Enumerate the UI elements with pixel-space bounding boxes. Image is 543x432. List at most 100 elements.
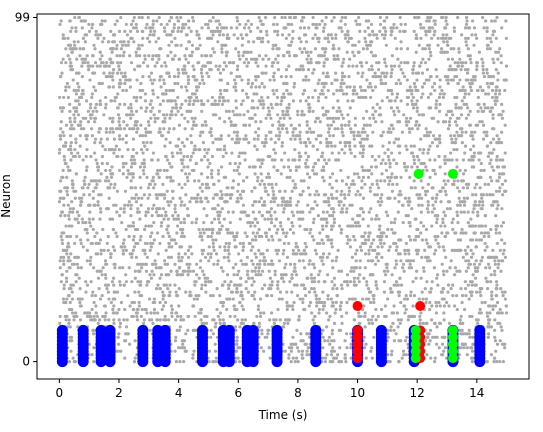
background-spike bbox=[500, 207, 504, 211]
background-spike bbox=[71, 207, 75, 211]
background-spike bbox=[104, 95, 108, 100]
background-spike bbox=[264, 134, 268, 138]
background-spike bbox=[440, 231, 444, 235]
background-spike bbox=[264, 54, 268, 58]
background-spike bbox=[282, 165, 286, 169]
background-spike bbox=[291, 214, 296, 218]
background-spike bbox=[392, 220, 397, 225]
background-spike bbox=[113, 266, 117, 270]
background-spike bbox=[496, 71, 500, 75]
background-spike bbox=[338, 109, 342, 113]
background-spike bbox=[213, 349, 218, 353]
background-spike bbox=[187, 19, 191, 23]
background-spike bbox=[399, 175, 403, 179]
background-spike bbox=[321, 252, 326, 256]
background-spike bbox=[93, 47, 97, 51]
background-spike bbox=[422, 26, 426, 30]
background-spike bbox=[500, 116, 505, 120]
background-spike bbox=[235, 307, 239, 312]
background-spike bbox=[211, 238, 215, 242]
background-spike bbox=[320, 259, 324, 263]
background-spike bbox=[235, 339, 239, 343]
background-spike bbox=[365, 109, 369, 113]
background-spike bbox=[476, 175, 480, 179]
background-spike bbox=[197, 276, 201, 280]
background-spike bbox=[220, 193, 224, 197]
background-spike bbox=[375, 214, 379, 218]
background-spike bbox=[497, 137, 501, 141]
background-spike bbox=[457, 328, 462, 332]
background-spike bbox=[131, 26, 136, 30]
background-spike bbox=[413, 186, 417, 190]
background-spike bbox=[169, 50, 173, 54]
background-spike bbox=[150, 269, 154, 273]
background-spike bbox=[117, 64, 121, 68]
background-spike bbox=[402, 74, 407, 79]
background-spike bbox=[412, 106, 416, 110]
background-spike bbox=[393, 36, 397, 40]
background-spike bbox=[233, 238, 237, 242]
background-spike bbox=[412, 29, 416, 33]
background-spike bbox=[358, 193, 362, 197]
background-spike bbox=[361, 217, 365, 221]
background-spike bbox=[395, 182, 399, 186]
background-spike bbox=[296, 113, 300, 117]
background-spike bbox=[260, 95, 264, 100]
background-spike bbox=[168, 116, 172, 120]
background-spike bbox=[473, 224, 478, 228]
background-spike bbox=[110, 47, 115, 51]
background-spike bbox=[494, 189, 499, 193]
background-spike bbox=[502, 248, 506, 252]
background-spike bbox=[490, 290, 494, 294]
background-spike bbox=[144, 127, 148, 131]
background-spike bbox=[399, 68, 403, 72]
background-spike bbox=[411, 68, 415, 72]
background-spike bbox=[390, 227, 394, 232]
background-spike bbox=[451, 217, 455, 221]
background-spike bbox=[426, 151, 430, 155]
background-spike bbox=[291, 342, 295, 346]
background-spike bbox=[351, 43, 355, 47]
background-spike bbox=[180, 186, 184, 190]
background-spike bbox=[71, 283, 75, 287]
background-spike bbox=[364, 19, 368, 23]
background-spike bbox=[185, 33, 189, 37]
background-spike bbox=[70, 290, 74, 294]
background-spike bbox=[490, 19, 494, 23]
background-spike bbox=[269, 220, 274, 225]
background-spike bbox=[341, 61, 345, 65]
background-spike bbox=[271, 88, 275, 93]
background-spike bbox=[135, 210, 140, 214]
background-spike bbox=[371, 88, 375, 93]
background-spike bbox=[417, 196, 421, 200]
background-spike bbox=[223, 120, 227, 124]
background-spike bbox=[360, 179, 364, 183]
background-spike bbox=[90, 26, 94, 30]
background-spike bbox=[70, 224, 74, 228]
background-spike bbox=[256, 36, 260, 40]
background-spike bbox=[164, 88, 168, 93]
background-spike bbox=[400, 356, 404, 360]
background-spike bbox=[146, 186, 151, 190]
background-spike bbox=[493, 19, 497, 23]
background-spike bbox=[95, 269, 99, 273]
background-spike bbox=[262, 144, 267, 148]
background-spike bbox=[280, 15, 284, 20]
background-spike bbox=[69, 158, 73, 162]
background-spike bbox=[268, 318, 272, 322]
background-spike bbox=[192, 120, 196, 124]
background-spike bbox=[124, 88, 129, 93]
background-spike bbox=[396, 252, 401, 256]
background-spike bbox=[260, 332, 264, 336]
background-spike bbox=[286, 321, 290, 325]
background-spike bbox=[324, 47, 328, 51]
background-spike bbox=[334, 300, 338, 305]
background-spike bbox=[311, 22, 315, 27]
background-spike bbox=[435, 144, 440, 148]
background-spike bbox=[340, 130, 344, 134]
background-spike bbox=[465, 196, 470, 200]
background-spike bbox=[81, 116, 85, 120]
background-spike bbox=[403, 311, 407, 315]
background-spike bbox=[321, 304, 326, 308]
background-spike bbox=[266, 95, 270, 100]
